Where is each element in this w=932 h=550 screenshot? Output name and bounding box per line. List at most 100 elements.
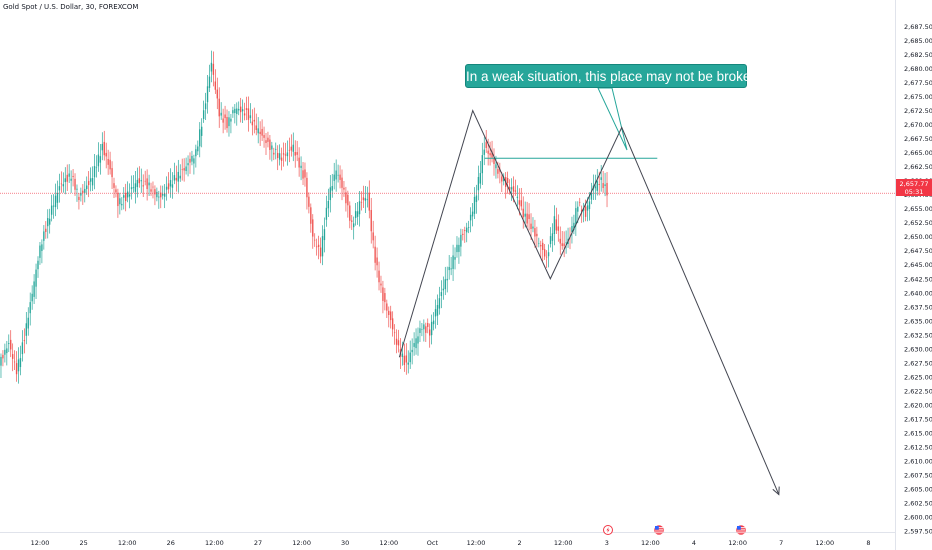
price-tick-label: 2,640.00: [904, 289, 932, 297]
candle: [31, 285, 33, 310]
candle: [510, 178, 513, 201]
candle: [66, 164, 68, 191]
candle: [230, 113, 232, 134]
candle: [58, 173, 61, 203]
candle: [267, 131, 269, 148]
price-tick-label: 2,607.50: [904, 471, 932, 479]
price-tick-label: 2,645.00: [904, 261, 932, 269]
candle: [536, 226, 538, 248]
candle: [201, 118, 203, 148]
candle: [11, 343, 14, 372]
candle: [41, 239, 43, 264]
price-tick-label: 2,687.50: [904, 23, 932, 31]
candle: [150, 182, 152, 196]
candle: [538, 237, 540, 248]
candle: [134, 171, 137, 204]
candle: [479, 161, 482, 189]
candle: [432, 312, 435, 331]
candle: [56, 180, 59, 210]
price-tick-label: 2,597.50: [904, 528, 932, 536]
candle: [505, 172, 507, 199]
us-flag-icon[interactable]: [654, 525, 664, 535]
candle: [405, 343, 407, 375]
candle: [93, 153, 96, 190]
candle: [581, 205, 583, 223]
candle: [214, 69, 217, 94]
candle: [187, 155, 189, 177]
candle: [275, 142, 277, 160]
candle: [255, 113, 257, 136]
candle: [50, 194, 53, 222]
current-price-value: 2,657.77: [899, 180, 929, 188]
candle: [261, 119, 263, 142]
candle: [253, 107, 255, 134]
candle: [132, 175, 135, 193]
candle: [582, 202, 585, 223]
candle: [452, 244, 454, 282]
candle: [551, 223, 554, 252]
candle: [87, 171, 90, 198]
lightning-icon[interactable]: [603, 525, 613, 535]
candle: [606, 172, 608, 208]
candle: [19, 345, 22, 376]
candle: [17, 347, 20, 384]
candle: [296, 140, 298, 162]
candle: [111, 161, 113, 189]
candle: [522, 196, 524, 229]
candle: [485, 129, 487, 153]
price-tick-label: 2,612.50: [904, 443, 932, 451]
candle: [438, 286, 441, 315]
candle: [419, 320, 421, 342]
candle: [123, 187, 125, 210]
candle: [148, 174, 150, 196]
us-flag-icon[interactable]: [736, 525, 746, 535]
time-tick-label: 30: [341, 539, 349, 547]
candle: [499, 162, 501, 184]
candle: [62, 172, 65, 193]
candle: [189, 152, 191, 174]
candle: [331, 173, 333, 198]
candle: [423, 319, 425, 342]
time-tick-label: 8: [866, 539, 870, 547]
candle: [341, 169, 343, 201]
candle: [37, 256, 39, 278]
candle: [315, 238, 318, 256]
candle: [177, 159, 179, 193]
time-tick-label: 12:00: [292, 539, 311, 547]
candle: [224, 105, 226, 130]
candle: [247, 96, 250, 132]
candle: [216, 77, 218, 110]
candle: [397, 329, 400, 353]
candle: [68, 164, 70, 183]
candle: [409, 340, 411, 369]
candle: [575, 201, 577, 236]
candle: [466, 222, 468, 243]
candle: [349, 201, 351, 229]
candle: [360, 191, 363, 211]
candle: [442, 276, 445, 300]
candle: [121, 197, 123, 211]
price-tick-label: 2,667.50: [904, 135, 932, 143]
price-tick-label: 2,622.50: [904, 387, 932, 395]
candle: [314, 233, 316, 247]
candle: [516, 185, 519, 210]
candle: [306, 172, 308, 210]
price-tick-label: 2,630.00: [904, 345, 932, 353]
candle: [107, 149, 109, 175]
candle: [202, 100, 205, 123]
candle: [378, 261, 380, 291]
projection-path[interactable]: [398, 109, 780, 495]
time-tick-label: Oct: [427, 539, 439, 547]
candle: [308, 192, 310, 214]
candle: [47, 209, 49, 239]
candle: [335, 159, 337, 192]
price-tick-label: 2,610.00: [904, 457, 932, 465]
candle: [78, 193, 80, 210]
time-tick-label: 3: [605, 539, 609, 547]
candle: [411, 338, 413, 365]
price-tick-label: 2,672.50: [904, 107, 932, 115]
callout-annotation[interactable]: In a weak situation, this place may not …: [465, 64, 758, 88]
candle: [175, 165, 178, 192]
candle-countdown: 05:31: [904, 188, 924, 196]
